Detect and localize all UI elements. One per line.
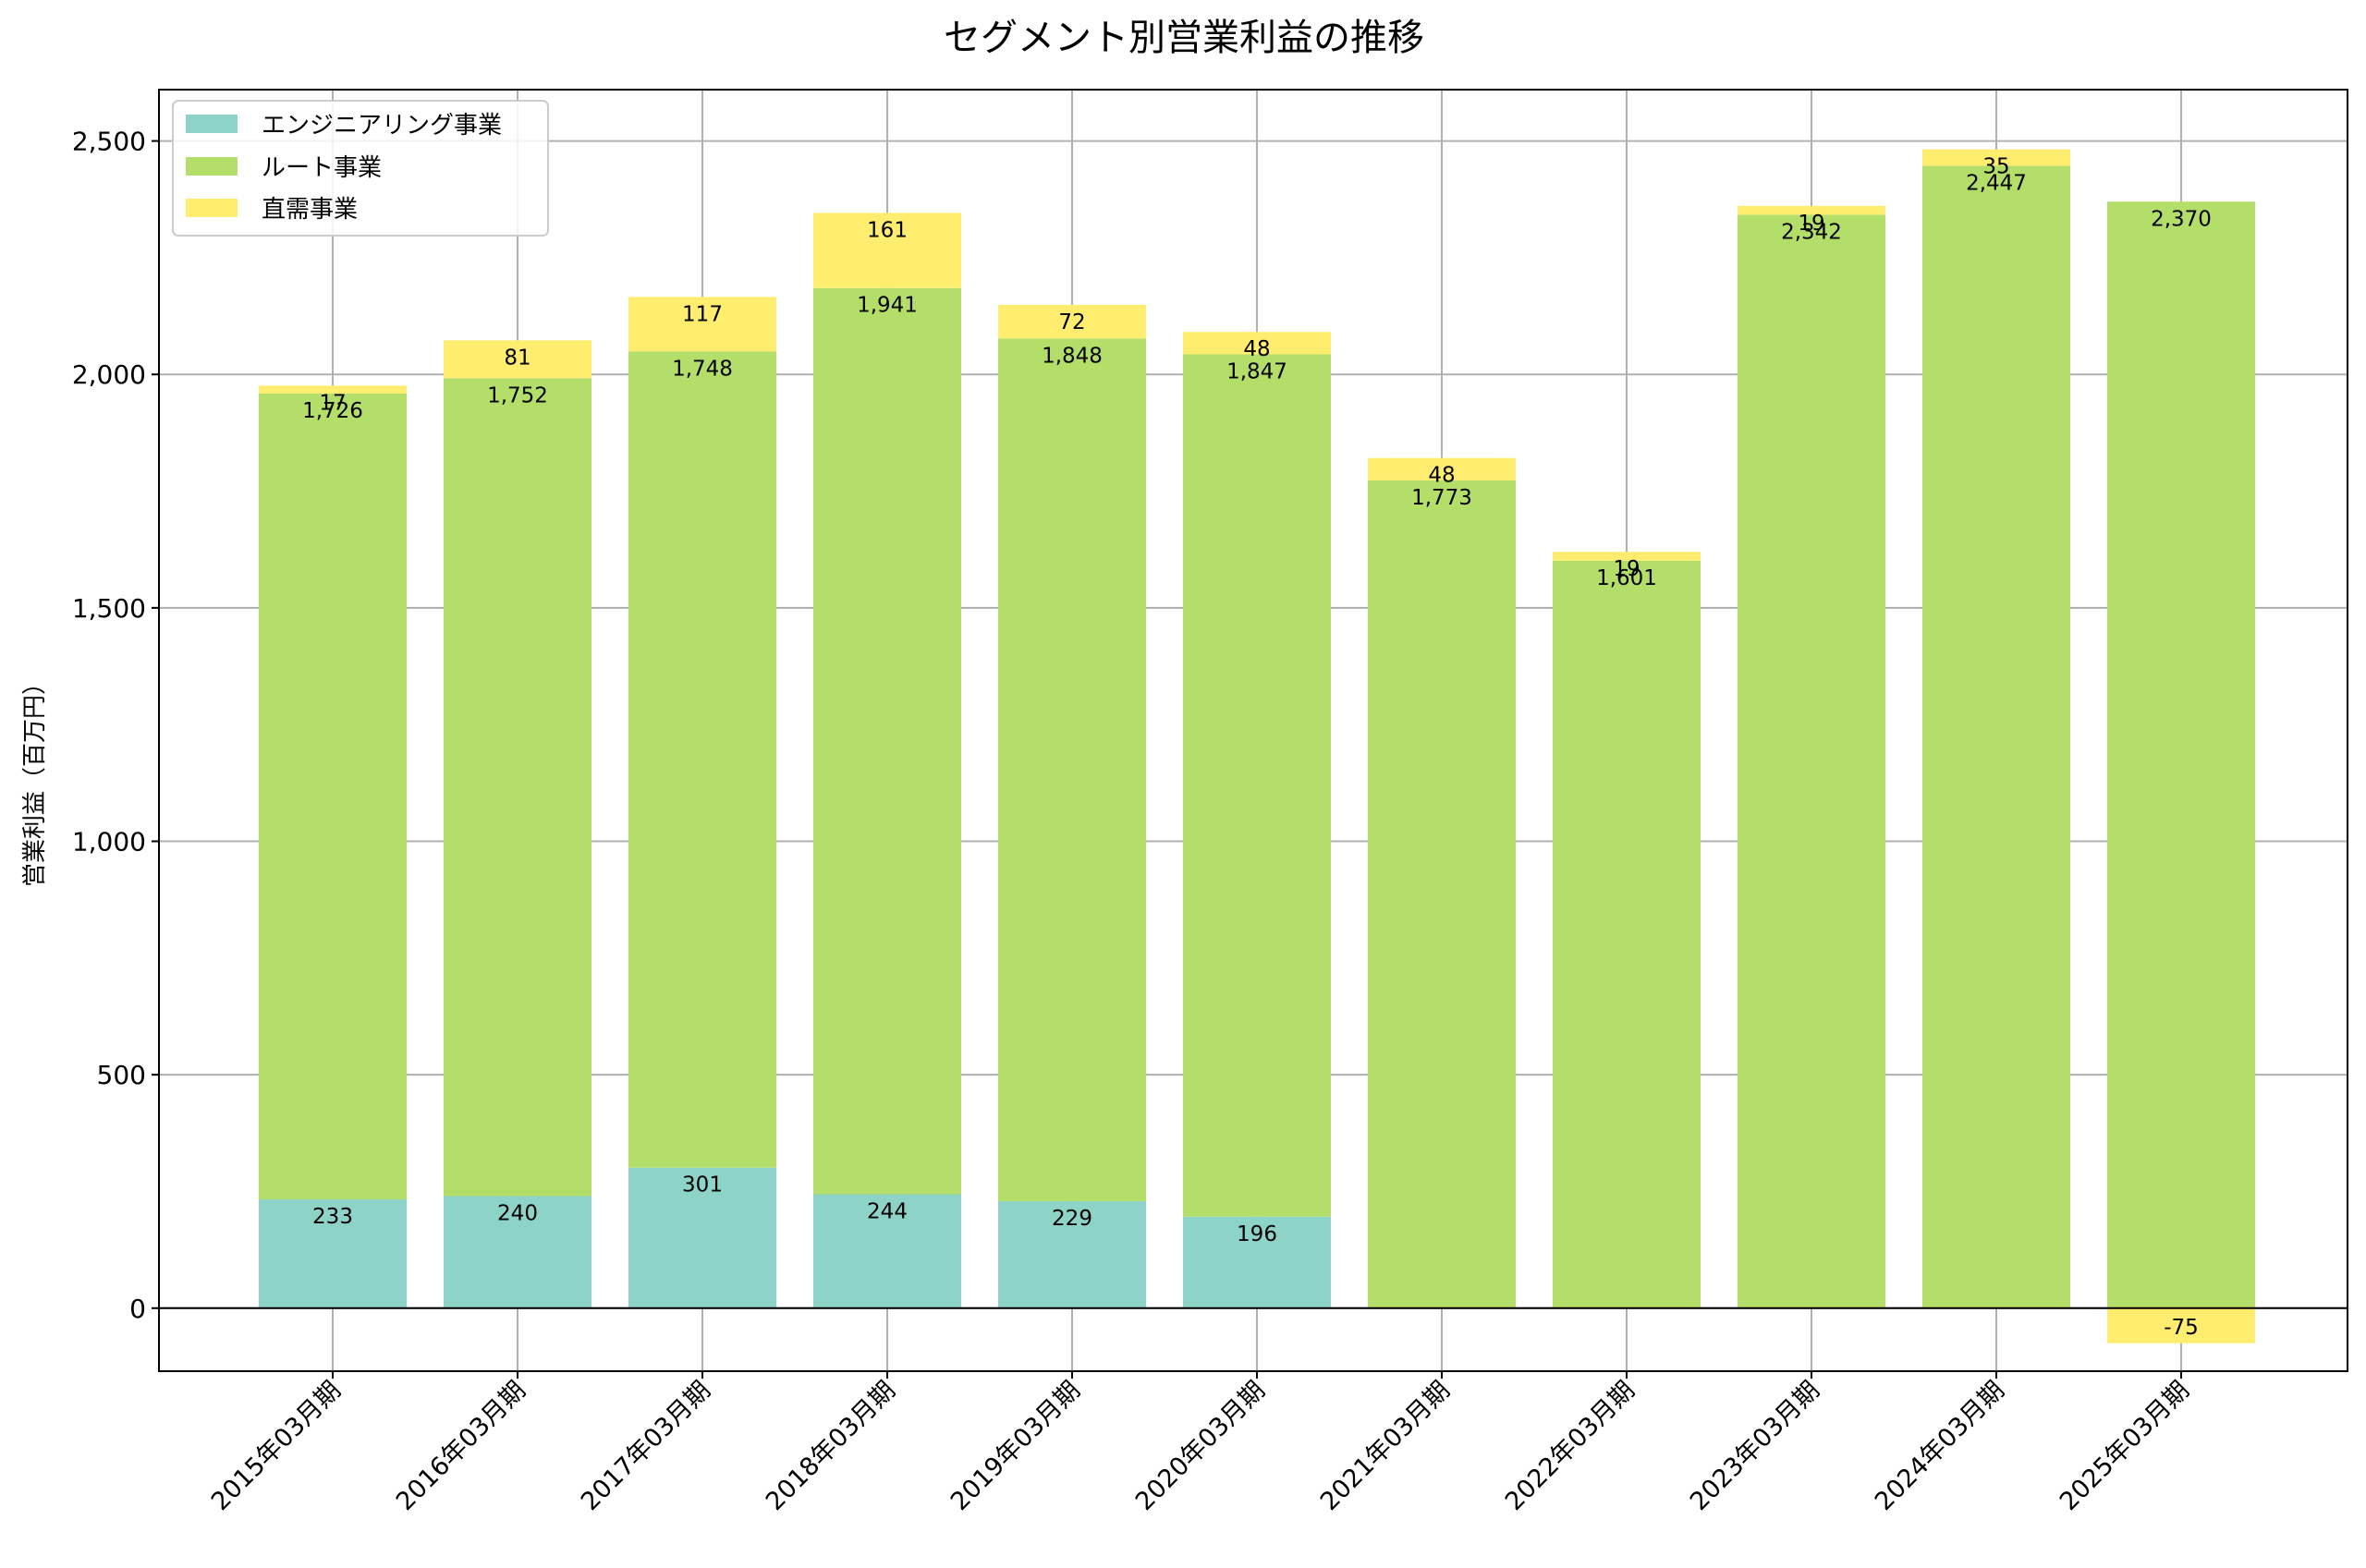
bar-label-direct: 35 [1982,155,2009,179]
y-tick-label: 500 [97,1060,146,1090]
legend-swatch-direct [186,199,238,217]
bar-direct [1553,552,1701,561]
bar-label-route: 2,447 [1966,171,2027,195]
legend-frame [172,100,549,237]
plot-frame [158,89,2348,1372]
x-tick-label: 2025年03月期 [2055,1376,2195,1516]
bar-route [1738,214,1885,1308]
bar-label-route: 1,773 [1411,486,1472,510]
bar-label-direct: 161 [867,218,908,242]
x-tick-label: 2016年03月期 [391,1376,531,1516]
bar-label-route: 1,748 [672,357,733,381]
bar-direct [259,385,407,394]
y-axis-ticks: 0 500 1,000 1,500 2,000 2,500 [72,127,159,1324]
y-tick-label: 1,000 [72,827,146,857]
bar-label-direct: 19 [1798,212,1824,236]
x-tick-label: 2020年03月期 [1130,1376,1271,1516]
bar-direct [628,297,776,352]
bar-engineering [1183,1216,1331,1308]
bar-route [259,393,407,1200]
bar-label-route: 1,726 [302,399,363,423]
bar-direct [444,340,592,379]
bar-route [1922,165,2070,1308]
x-tick-label: 2021年03月期 [1315,1376,1456,1516]
bar-label-direct: 48 [1428,464,1455,488]
bar-label-direct: 72 [1058,310,1085,334]
bar-direct [998,304,1146,339]
bar-label-engineering: 301 [682,1173,723,1197]
x-tick-label: 2023年03月期 [1685,1376,1825,1516]
bar-label-route: 1,941 [857,294,918,318]
y-tick-label: 1,500 [72,593,146,624]
bar-direct [1922,149,2070,166]
bar-route [1368,480,1516,1308]
bar-label-route: 1,847 [1226,359,1287,383]
bar-route [628,351,776,1168]
x-tick-label: 2019年03月期 [945,1376,1086,1516]
bar-engineering [998,1201,1146,1308]
bar-label-route: 2,342 [1781,220,1842,244]
y-axis-label: 営業利益（百万円） [21,671,49,887]
bar-engineering [259,1199,407,1308]
legend-label-engineering: エンジニアリング事業 [262,112,502,140]
bar-engineering [444,1196,592,1308]
bar-engineering [628,1167,776,1308]
bar-label-engineering: 244 [867,1199,908,1223]
bar-direct [1738,205,1885,215]
x-tick-label: 2018年03月期 [761,1376,901,1516]
bar-label-route: 1,601 [1596,566,1657,590]
bar-route [813,287,961,1195]
x-tick-label: 2022年03月期 [1500,1376,1640,1516]
bar-route [1553,560,1701,1308]
bar-label-direct: 19 [1613,557,1640,581]
bar-label-engineering: 240 [497,1202,538,1226]
legend-label-direct: 直需事業 [262,196,358,224]
bar-label-direct: 48 [1243,337,1270,361]
bar-route [2107,201,2255,1308]
bar-label-engineering: 233 [312,1205,353,1229]
x-axis-ticks: 2015年03月期 2016年03月期 2017年03月期 2018年03月期 2019… [206,1371,2195,1516]
x-tick-label: 2015年03月期 [206,1376,347,1516]
chart-title: セグメント別営業利益の推移 [944,17,1424,59]
x-tick-label: 2024年03月期 [1870,1376,2010,1516]
bar-label-route: 1,752 [487,383,548,407]
bar-route [444,378,592,1197]
bar-engineering [813,1194,961,1308]
legend-label-route: ルート事業 [262,154,382,182]
bar-label-direct: 81 [504,346,531,370]
legend-swatch-engineering [186,115,238,133]
bar-direct [1368,457,1516,480]
bar-direct [1183,332,1331,355]
bar-label-direct: 17 [319,391,346,415]
bar-label-direct: -75 [2164,1316,2199,1340]
bar-route [998,338,1146,1202]
y-tick-label: 0 [129,1294,146,1324]
y-tick-label: 2,000 [72,359,146,390]
y-tick-label: 2,500 [72,127,146,157]
legend: エンジニアリング事業 ルート事業 直需事業 [172,100,549,237]
bar-label-engineering: 229 [1052,1207,1092,1231]
bar-label-route: 1,848 [1042,344,1103,368]
bar-label-direct: 117 [682,302,723,326]
bar-label-route: 2,370 [2151,207,2212,231]
bar-direct [2107,1307,2255,1343]
bar-route [1183,354,1331,1217]
bar-label-engineering: 196 [1237,1222,1277,1246]
bars [159,149,2348,1343]
bar-direct [813,213,961,288]
legend-swatch-route [186,157,238,176]
x-tick-label: 2017年03月期 [576,1376,716,1516]
